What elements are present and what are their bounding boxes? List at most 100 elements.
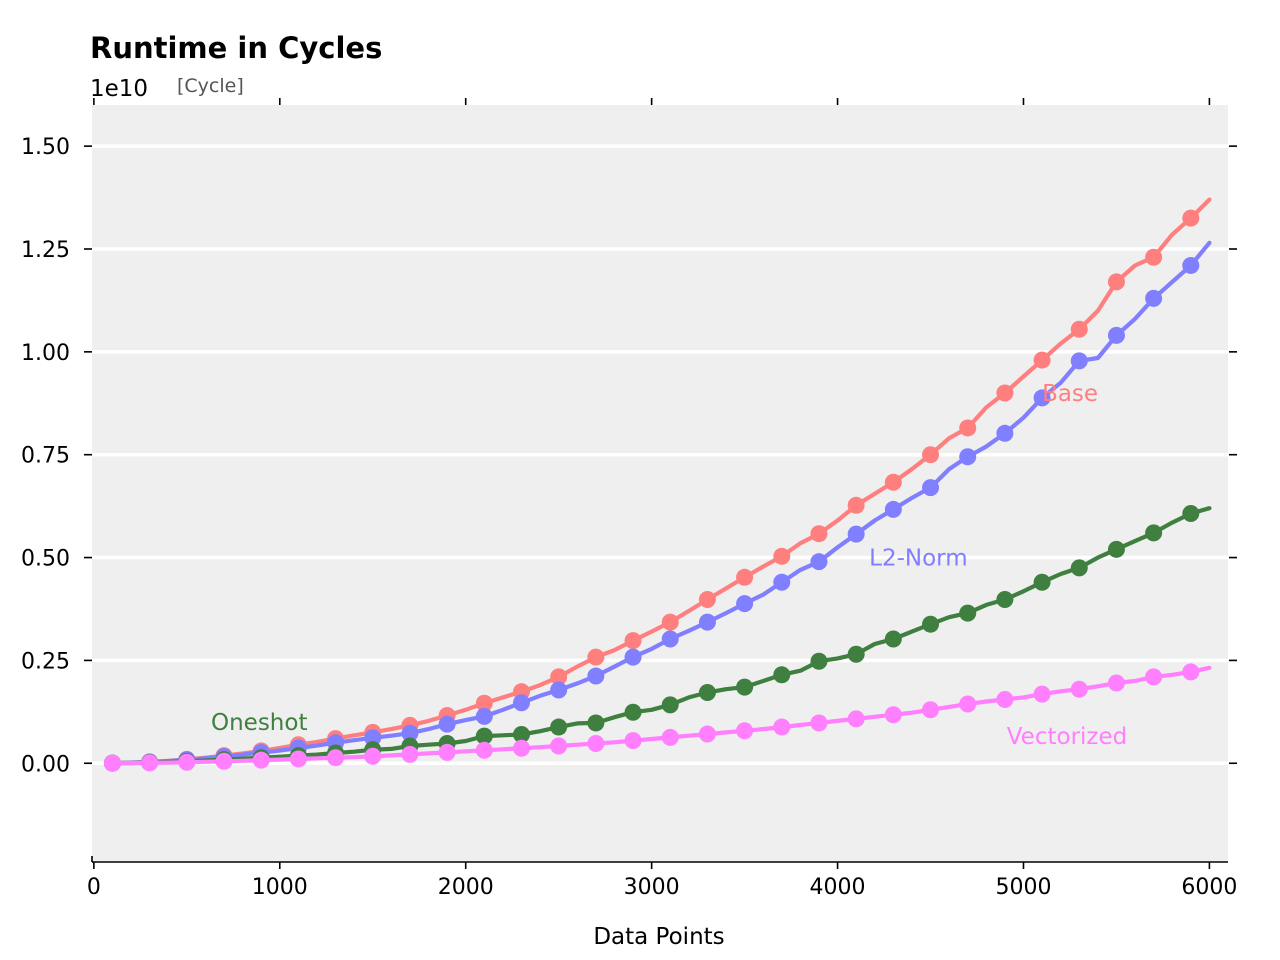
point-base-5300: [1070, 320, 1088, 338]
point-oneshot-3100: [661, 696, 679, 714]
point-vectorized-2500: [550, 737, 568, 755]
point-oneshot-3500: [736, 678, 754, 696]
axes: 0 1000 2000 3000 4000 5000 6000 0.00 0.25 0.50 0.7…: [21, 98, 1237, 900]
point-vectorized-4500: [922, 701, 940, 719]
point-base-3100: [661, 613, 679, 631]
x-tick-label-6: 6000: [1181, 875, 1237, 900]
point-vectorized-1300: [327, 749, 345, 767]
point-l2-norm-5700: [1145, 289, 1163, 307]
point-vectorized-3900: [810, 714, 828, 732]
point-oneshot-5500: [1107, 540, 1125, 558]
point-l2-norm-3700: [773, 573, 791, 591]
point-l2-norm-2300: [512, 694, 530, 712]
point-base-3700: [773, 547, 791, 565]
point-base-3900: [810, 525, 828, 543]
point-oneshot-2500: [550, 718, 568, 736]
y-tick-label-4: 1.00: [21, 341, 70, 366]
point-oneshot-5100: [1033, 573, 1051, 591]
x-tick-label-3: 3000: [624, 875, 680, 900]
point-oneshot-4300: [884, 630, 902, 648]
series-oneshot: [103, 505, 1212, 772]
y-axis-unit: [Cycle]: [177, 75, 244, 97]
point-l2-norm-4300: [884, 500, 902, 518]
point-oneshot-3700: [773, 666, 791, 684]
point-base-4500: [922, 446, 940, 464]
point-oneshot-2300: [512, 725, 530, 743]
point-oneshot-3300: [698, 683, 716, 701]
x-tick-label-2: 2000: [438, 875, 494, 900]
point-l2-norm-5900: [1182, 256, 1200, 274]
point-l2-norm-4100: [847, 525, 865, 543]
point-oneshot-2900: [624, 703, 642, 721]
point-vectorized-2900: [624, 732, 642, 750]
point-oneshot-2700: [587, 714, 605, 732]
point-oneshot-4900: [996, 591, 1014, 609]
point-vectorized-3100: [661, 728, 679, 746]
point-oneshot-2100: [475, 727, 493, 745]
point-vectorized-100: [103, 754, 121, 772]
point-vectorized-700: [215, 752, 233, 770]
point-l2-norm-3100: [661, 630, 679, 648]
y-tick-label-2: 0.50: [21, 547, 70, 572]
point-base-4700: [959, 419, 977, 437]
point-base-5100: [1033, 351, 1051, 369]
point-oneshot-4700: [959, 604, 977, 622]
point-l2-norm-2900: [624, 648, 642, 666]
chart-title: Runtime in Cycles: [90, 31, 382, 65]
point-vectorized-4100: [847, 710, 865, 728]
point-oneshot-5900: [1182, 505, 1200, 523]
point-l2-norm-1700: [401, 724, 419, 742]
point-vectorized-4300: [884, 706, 902, 724]
point-vectorized-300: [141, 754, 159, 772]
point-vectorized-500: [178, 753, 196, 771]
point-vectorized-1100: [289, 750, 307, 768]
point-base-3300: [698, 591, 716, 609]
plot-area: [92, 105, 1228, 862]
point-vectorized-5100: [1033, 685, 1051, 703]
series-label-base: Base: [1042, 381, 1098, 407]
point-l2-norm-3300: [698, 613, 716, 631]
point-vectorized-2700: [587, 735, 605, 753]
point-vectorized-1700: [401, 745, 419, 763]
series-label-vectorized: Vectorized: [1007, 724, 1128, 750]
point-base-5500: [1107, 273, 1125, 291]
point-l2-norm-4900: [996, 424, 1014, 442]
series-label-oneshot: Oneshot: [211, 710, 307, 736]
point-base-2700: [587, 648, 605, 666]
point-base-2900: [624, 632, 642, 650]
point-base-3500: [736, 568, 754, 586]
point-l2-norm-3500: [736, 595, 754, 613]
series-labels: Base L2-Norm Oneshot Vectorized: [211, 381, 1127, 750]
point-l2-norm-3900: [810, 553, 828, 571]
point-vectorized-900: [252, 751, 270, 769]
point-vectorized-5500: [1107, 674, 1125, 692]
point-vectorized-1500: [364, 747, 382, 765]
point-vectorized-4900: [996, 690, 1014, 708]
point-base-5700: [1145, 248, 1163, 266]
point-oneshot-5300: [1070, 559, 1088, 577]
point-base-4900: [996, 384, 1014, 402]
point-base-4300: [884, 473, 902, 491]
point-vectorized-1900: [438, 743, 456, 761]
point-vectorized-2100: [475, 741, 493, 759]
point-vectorized-5700: [1145, 668, 1163, 686]
point-l2-norm-5500: [1107, 326, 1125, 344]
point-l2-norm-5300: [1070, 352, 1088, 370]
point-base-2100: [475, 694, 493, 712]
x-tick-label-1: 1000: [252, 875, 308, 900]
point-l2-norm-4700: [959, 448, 977, 466]
point-l2-norm-4500: [922, 479, 940, 497]
point-oneshot-4100: [847, 645, 865, 663]
point-vectorized-3300: [698, 725, 716, 743]
series-layer: [103, 197, 1212, 772]
point-oneshot-3900: [810, 652, 828, 670]
y-axis-multiplier: 1e10: [90, 76, 148, 102]
series-label-l2-norm: L2-Norm: [869, 546, 967, 572]
point-vectorized-5900: [1182, 663, 1200, 681]
x-axis-label: Data Points: [593, 924, 724, 950]
point-l2-norm-1900: [438, 715, 456, 733]
point-vectorized-5300: [1070, 680, 1088, 698]
x-tick-label-5: 5000: [995, 875, 1051, 900]
point-oneshot-5700: [1145, 524, 1163, 542]
